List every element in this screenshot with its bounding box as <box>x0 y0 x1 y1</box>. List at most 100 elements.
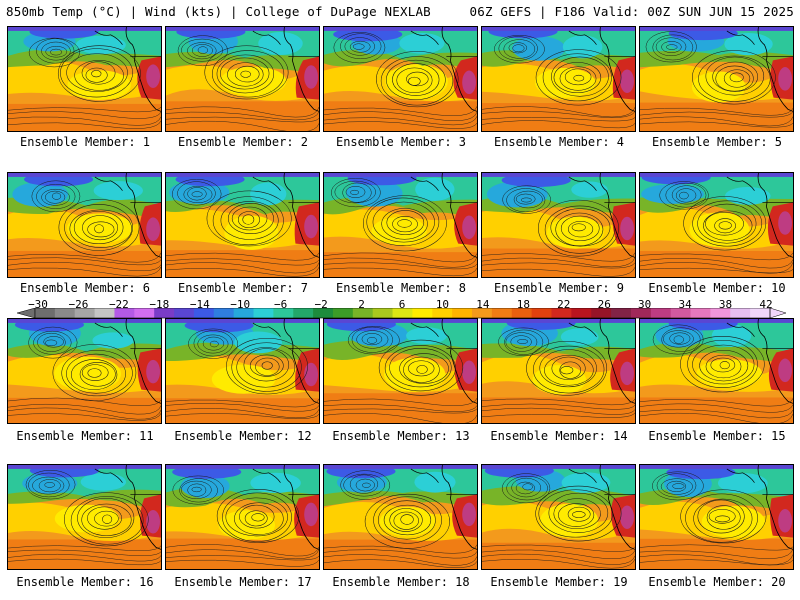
colorbar-swatch <box>491 308 513 318</box>
temperature-field <box>166 319 319 423</box>
colorbar-tick-label: 6 <box>398 298 406 311</box>
colorbar-swatch <box>54 308 76 318</box>
colorbar-swatch <box>313 308 334 318</box>
colorbar-tick-label: 26 <box>597 298 611 311</box>
temperature-field <box>640 27 793 131</box>
colorbar-swatch <box>432 308 453 318</box>
colorbar-swatch <box>551 308 572 318</box>
colorbar-scale <box>16 308 787 319</box>
colorbar-swatch <box>35 308 56 318</box>
ensemble-member-map <box>481 464 636 570</box>
ensemble-member-label: Ensemble Member: 2 <box>177 135 309 149</box>
ensemble-member-map <box>165 318 320 424</box>
colorbar-swatch <box>154 308 175 318</box>
ensemble-member-map <box>639 318 794 424</box>
colorbar-swatch <box>332 308 354 318</box>
colorbar-tick-label: −18 <box>149 298 170 311</box>
colorbar-tick-label: −10 <box>230 298 251 311</box>
ensemble-member-map <box>639 172 794 278</box>
colorbar-swatch <box>233 308 255 318</box>
ensemble-member-map <box>323 464 478 570</box>
colorbar-swatch <box>571 308 592 318</box>
ensemble-member-label: Ensemble Member: 18 <box>332 575 470 589</box>
temperature-field <box>482 319 635 423</box>
ensemble-member-map <box>323 318 478 424</box>
colorbar-swatch <box>630 308 652 318</box>
ensemble-member-map <box>7 464 162 570</box>
colorbar-tick-label: −2 <box>314 298 328 311</box>
colorbar-swatch <box>690 308 711 318</box>
colorbar-tick-label: 10 <box>435 298 450 311</box>
ensemble-member-label: Ensemble Member: 20 <box>648 575 786 589</box>
ensemble-member-map <box>323 26 478 132</box>
temperature-field <box>640 173 793 277</box>
colorbar-swatch <box>174 308 195 318</box>
ensemble-member-label: Ensemble Member: 7 <box>177 281 309 295</box>
colorbar-swatch <box>253 308 274 318</box>
temperature-field <box>324 27 477 131</box>
ensemble-member-label: Ensemble Member: 12 <box>174 429 312 443</box>
colorbar-tick-label: 2 <box>358 298 365 311</box>
colorbar-tick-label: −6 <box>274 298 288 311</box>
ensemble-member-map <box>7 318 162 424</box>
ensemble-member-map <box>639 26 794 132</box>
colorbar-tick-label: −22 <box>108 298 129 311</box>
temperature-field <box>166 173 319 277</box>
colorbar-swatch <box>412 308 433 318</box>
colorbar-swatch <box>372 308 394 318</box>
colorbar-tick-label: 42 <box>759 298 773 311</box>
temperature-field <box>640 465 793 569</box>
colorbar-swatch <box>750 308 771 318</box>
ensemble-member-label: Ensemble Member: 13 <box>332 429 470 443</box>
colorbar-tick-label: 14 <box>476 298 490 311</box>
ensemble-member-label: Ensemble Member: 9 <box>493 281 625 295</box>
temperature-field <box>166 465 319 569</box>
temperature-field <box>166 27 319 131</box>
temperature-field <box>482 173 635 277</box>
colorbar-swatch <box>213 308 235 318</box>
colorbar-tick-label: 38 <box>718 298 733 311</box>
ensemble-member-map <box>323 172 478 278</box>
ensemble-member-label: Ensemble Member: 11 <box>16 429 154 443</box>
colorbar-tick-label: −14 <box>189 298 210 311</box>
colorbar-swatch <box>730 308 751 318</box>
ensemble-member-map <box>165 26 320 132</box>
ensemble-member-label: Ensemble Member: 17 <box>174 575 312 589</box>
colorbar-swatch <box>591 308 612 318</box>
colorbar-swatch <box>611 308 632 318</box>
colorbar-tick-label: 30 <box>638 298 652 311</box>
ensemble-member-label: Ensemble Member: 14 <box>490 429 628 443</box>
colorbar-swatch <box>352 308 374 318</box>
ensemble-member-label: Ensemble Member: 5 <box>651 135 783 149</box>
colorbar-swatch <box>710 308 731 318</box>
ensemble-member-label: Ensemble Member: 4 <box>493 135 625 149</box>
ensemble-member-label: Ensemble Member: 15 <box>648 429 786 443</box>
colorbar-swatch <box>273 308 294 318</box>
colorbar-swatch <box>392 308 413 318</box>
temperature-field <box>324 465 477 569</box>
temperature-field <box>482 465 635 569</box>
ensemble-member-label: Ensemble Member: 1 <box>19 135 151 149</box>
colorbar-swatch <box>472 308 493 318</box>
colorbar-swatch <box>670 308 692 318</box>
ensemble-member-label: Ensemble Member: 16 <box>16 575 154 589</box>
temperature-field <box>324 173 477 277</box>
colorbar-swatch <box>650 308 672 318</box>
colorbar-swatch <box>134 308 155 318</box>
model-run-info: 06Z GEFS | F186 Valid: 00Z SUN JUN 15 20… <box>469 4 794 19</box>
colorbar-swatch <box>114 308 135 318</box>
colorbar-swatch <box>193 308 215 318</box>
ensemble-member-map <box>7 26 162 132</box>
colorbar-tick-label: −30 <box>28 298 48 311</box>
ensemble-member-label: Ensemble Member: 6 <box>19 281 151 295</box>
temperature-field <box>482 27 635 131</box>
ensemble-member-map <box>165 172 320 278</box>
ensemble-member-map <box>481 26 636 132</box>
colorbar-tick-label: 18 <box>516 298 530 311</box>
colorbar-swatch <box>452 308 473 318</box>
ensemble-member-label: Ensemble Member: 8 <box>335 281 467 295</box>
ensemble-member-label: Ensemble Member: 10 <box>648 281 786 295</box>
colorbar-tick-label: −26 <box>68 298 89 311</box>
temperature-field <box>8 27 161 131</box>
colorbar-tick-label: 22 <box>557 298 571 311</box>
